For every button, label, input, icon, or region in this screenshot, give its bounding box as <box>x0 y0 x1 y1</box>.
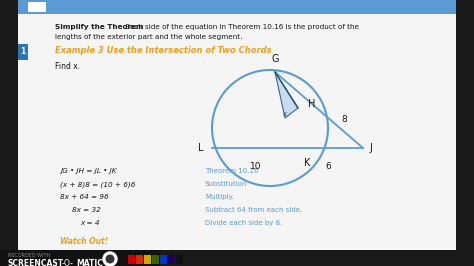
Text: Subtract 64 from each side.: Subtract 64 from each side. <box>205 207 302 213</box>
FancyBboxPatch shape <box>168 255 175 264</box>
Text: Simplify the Theorem: Simplify the Theorem <box>55 24 144 30</box>
Text: K: K <box>304 158 310 168</box>
Text: SCREENCAST: SCREENCAST <box>8 259 64 266</box>
Circle shape <box>106 255 115 264</box>
FancyBboxPatch shape <box>136 255 143 264</box>
Text: J: J <box>369 143 372 153</box>
Text: Theorem 10.16: Theorem 10.16 <box>205 168 258 174</box>
Text: lengths of the exterior part and the whole segment.: lengths of the exterior part and the who… <box>55 34 242 40</box>
Text: H: H <box>308 99 315 109</box>
Text: Divide each side by 8.: Divide each side by 8. <box>205 220 283 226</box>
FancyBboxPatch shape <box>160 255 167 264</box>
Text: L: L <box>199 143 204 153</box>
Text: Substitution: Substitution <box>205 181 247 187</box>
Text: 1: 1 <box>20 48 26 56</box>
Text: x = 4: x = 4 <box>80 220 100 226</box>
FancyBboxPatch shape <box>176 255 183 264</box>
Text: Find x.: Find x. <box>55 62 80 71</box>
Text: RECORDED WITH: RECORDED WITH <box>8 253 50 258</box>
FancyBboxPatch shape <box>18 0 456 14</box>
Text: G: G <box>271 54 279 64</box>
FancyBboxPatch shape <box>0 250 160 266</box>
Text: 10: 10 <box>250 162 262 171</box>
Text: Multiply.: Multiply. <box>205 194 234 200</box>
Text: Each side of the equation in Theorem 10.16 is the product of the: Each side of the equation in Theorem 10.… <box>123 24 359 30</box>
Text: 8x + 64 = 96: 8x + 64 = 96 <box>60 194 109 200</box>
FancyBboxPatch shape <box>128 255 135 264</box>
FancyBboxPatch shape <box>18 44 28 60</box>
Text: Example 3 Use the Intersection of Two Chords: Example 3 Use the Intersection of Two Ch… <box>55 46 272 55</box>
Text: x: x <box>282 111 286 117</box>
Text: 8: 8 <box>342 115 347 124</box>
FancyBboxPatch shape <box>0 0 18 266</box>
Text: 8x = 32: 8x = 32 <box>72 207 101 213</box>
FancyBboxPatch shape <box>28 2 46 12</box>
Circle shape <box>103 252 117 266</box>
Text: 6: 6 <box>326 162 331 171</box>
Text: JG • JH = JL • JK: JG • JH = JL • JK <box>60 168 117 174</box>
Text: -O-: -O- <box>62 259 74 266</box>
FancyBboxPatch shape <box>456 0 474 266</box>
Text: MATIC: MATIC <box>76 259 103 266</box>
Polygon shape <box>275 72 298 118</box>
Text: Watch Out!: Watch Out! <box>60 237 108 246</box>
FancyBboxPatch shape <box>152 255 159 264</box>
FancyBboxPatch shape <box>18 0 456 250</box>
Text: (x + 8)8 = (10 + 6)6: (x + 8)8 = (10 + 6)6 <box>60 181 136 188</box>
FancyBboxPatch shape <box>144 255 151 264</box>
